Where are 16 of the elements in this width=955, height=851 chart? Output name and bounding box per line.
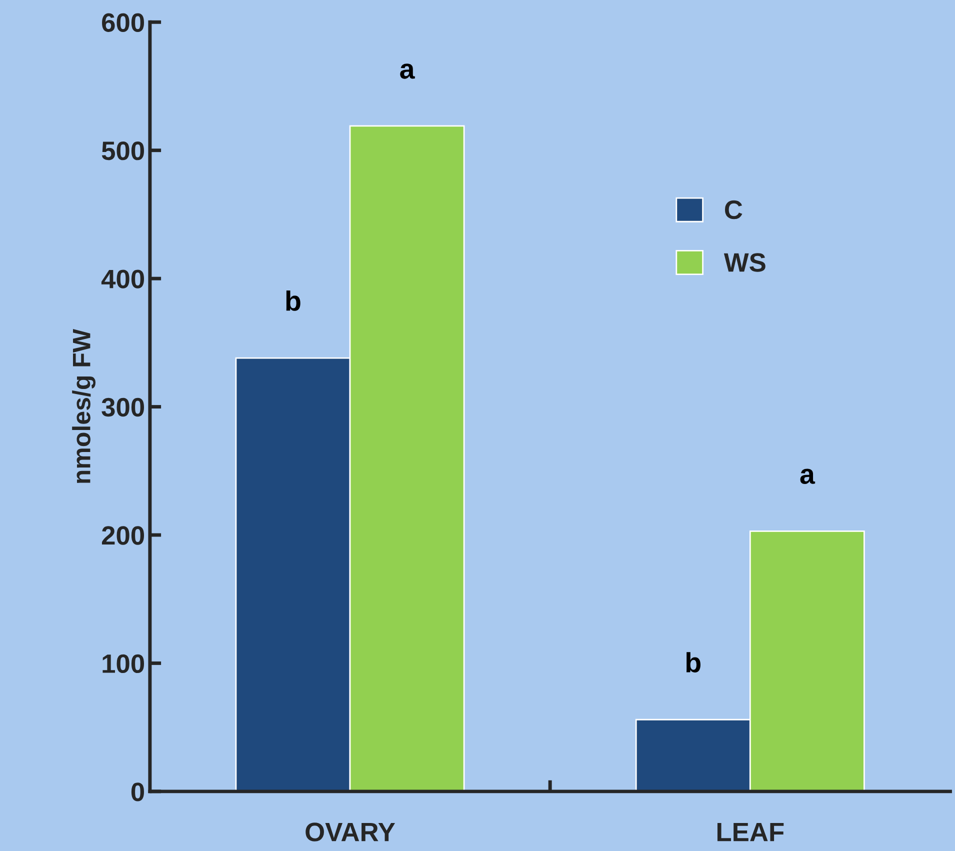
y-tick-label: 300 [102, 398, 144, 417]
x-tick-label: LEAF [717, 822, 784, 842]
y-tick-label: 200 [102, 526, 144, 545]
legend-label: WS [724, 253, 766, 272]
y-tick-label: 100 [102, 654, 144, 674]
legend-label: C [724, 200, 742, 220]
y-tick-label: 0 [131, 782, 144, 802]
data-label: b [686, 652, 700, 672]
data-label: a [400, 64, 415, 79]
data-label: a [800, 468, 816, 484]
y-tick-label: 400 [101, 270, 144, 288]
data-label: b [286, 290, 300, 311]
x-tick-label: OVARY [306, 822, 396, 842]
y-tick-label: 600 [102, 13, 144, 32]
y-tick-label: 500 [102, 141, 144, 160]
y-axis-title: nmoles/g FW [72, 329, 96, 483]
